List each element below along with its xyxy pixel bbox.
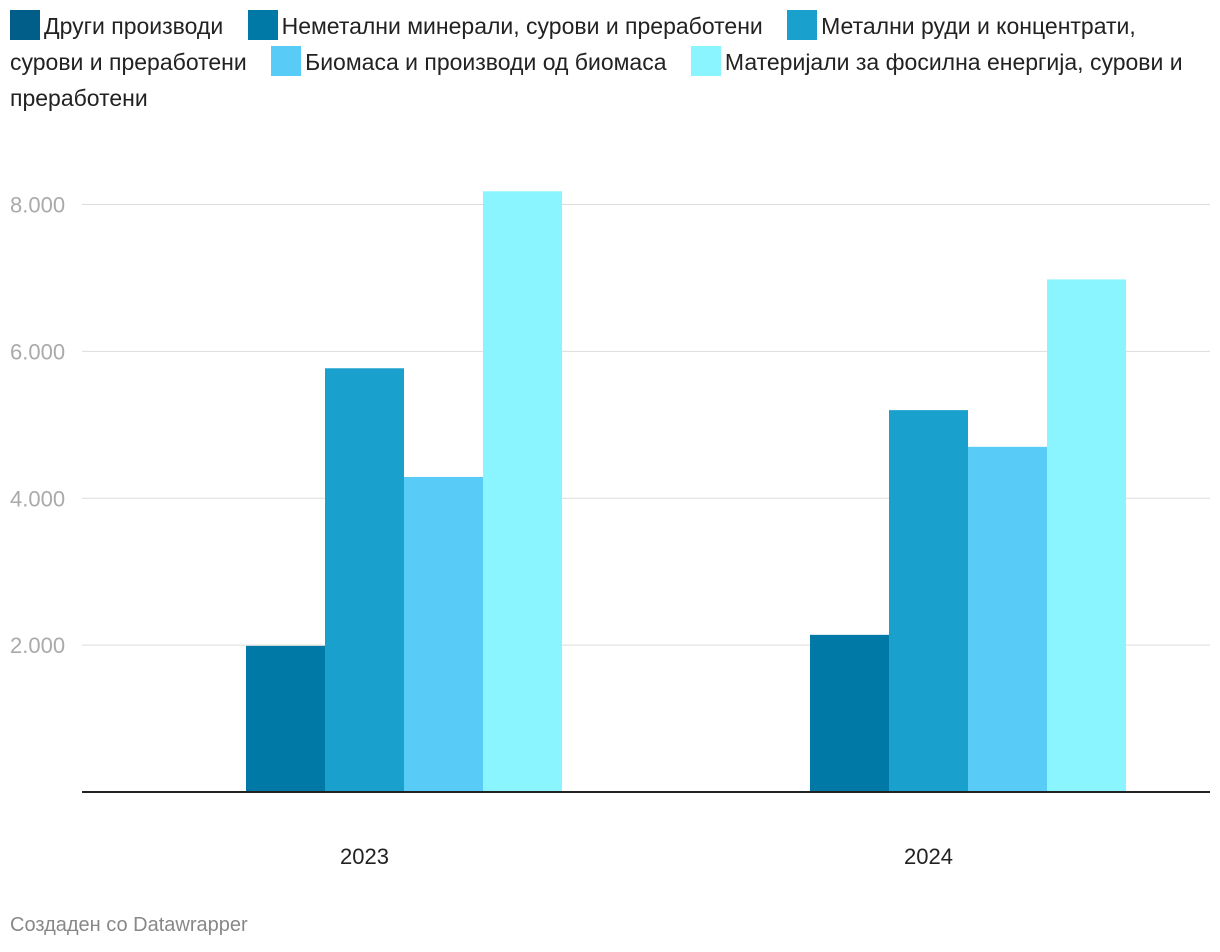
legend-item: Материјали за фосилна енергија, сурови и… — [10, 46, 1183, 111]
legend-item: Други производи — [10, 10, 224, 40]
footer-credit[interactable]: Создаден со Datawrapper — [10, 914, 248, 936]
x-category-label: 2023 — [340, 844, 389, 869]
bar — [810, 634, 889, 792]
bar — [968, 446, 1047, 792]
y-tick-label: 4.000 — [10, 486, 65, 511]
x-category-label: 2024 — [904, 844, 953, 869]
bar — [483, 191, 562, 792]
bar — [1047, 279, 1126, 792]
legend-swatch — [247, 10, 278, 40]
legend-swatch — [787, 10, 818, 40]
legend-item: Биомаса и производи од биомаса — [271, 46, 667, 76]
y-tick-label: 6.000 — [10, 339, 65, 364]
legend-item: Неметални минерали, сурови и преработени — [247, 10, 763, 40]
bar — [404, 476, 483, 792]
legend-label: Метални руди и концентрати, сурови и пре… — [10, 13, 1136, 75]
legend-swatch — [690, 46, 721, 76]
bar — [246, 645, 325, 792]
legend-label: Материјали за фосилна енергија, сурови и… — [10, 49, 1183, 111]
y-tick-label: 8.000 — [10, 193, 65, 218]
legend-swatch — [271, 46, 302, 76]
legend-label: Неметални минерали, сурови и преработени — [281, 13, 763, 39]
bar — [889, 410, 968, 792]
bar — [325, 368, 404, 792]
y-tick-label: 2.000 — [10, 633, 65, 658]
legend: Други производи Неметални минерали, суро… — [10, 8, 1215, 116]
legend-label: Други производи — [44, 13, 224, 39]
legend-swatch — [10, 10, 40, 40]
legend-label: Биомаса и производи од биомаса — [305, 49, 667, 75]
legend-item: Метални руди и концентрати, сурови и пре… — [10, 10, 1136, 75]
